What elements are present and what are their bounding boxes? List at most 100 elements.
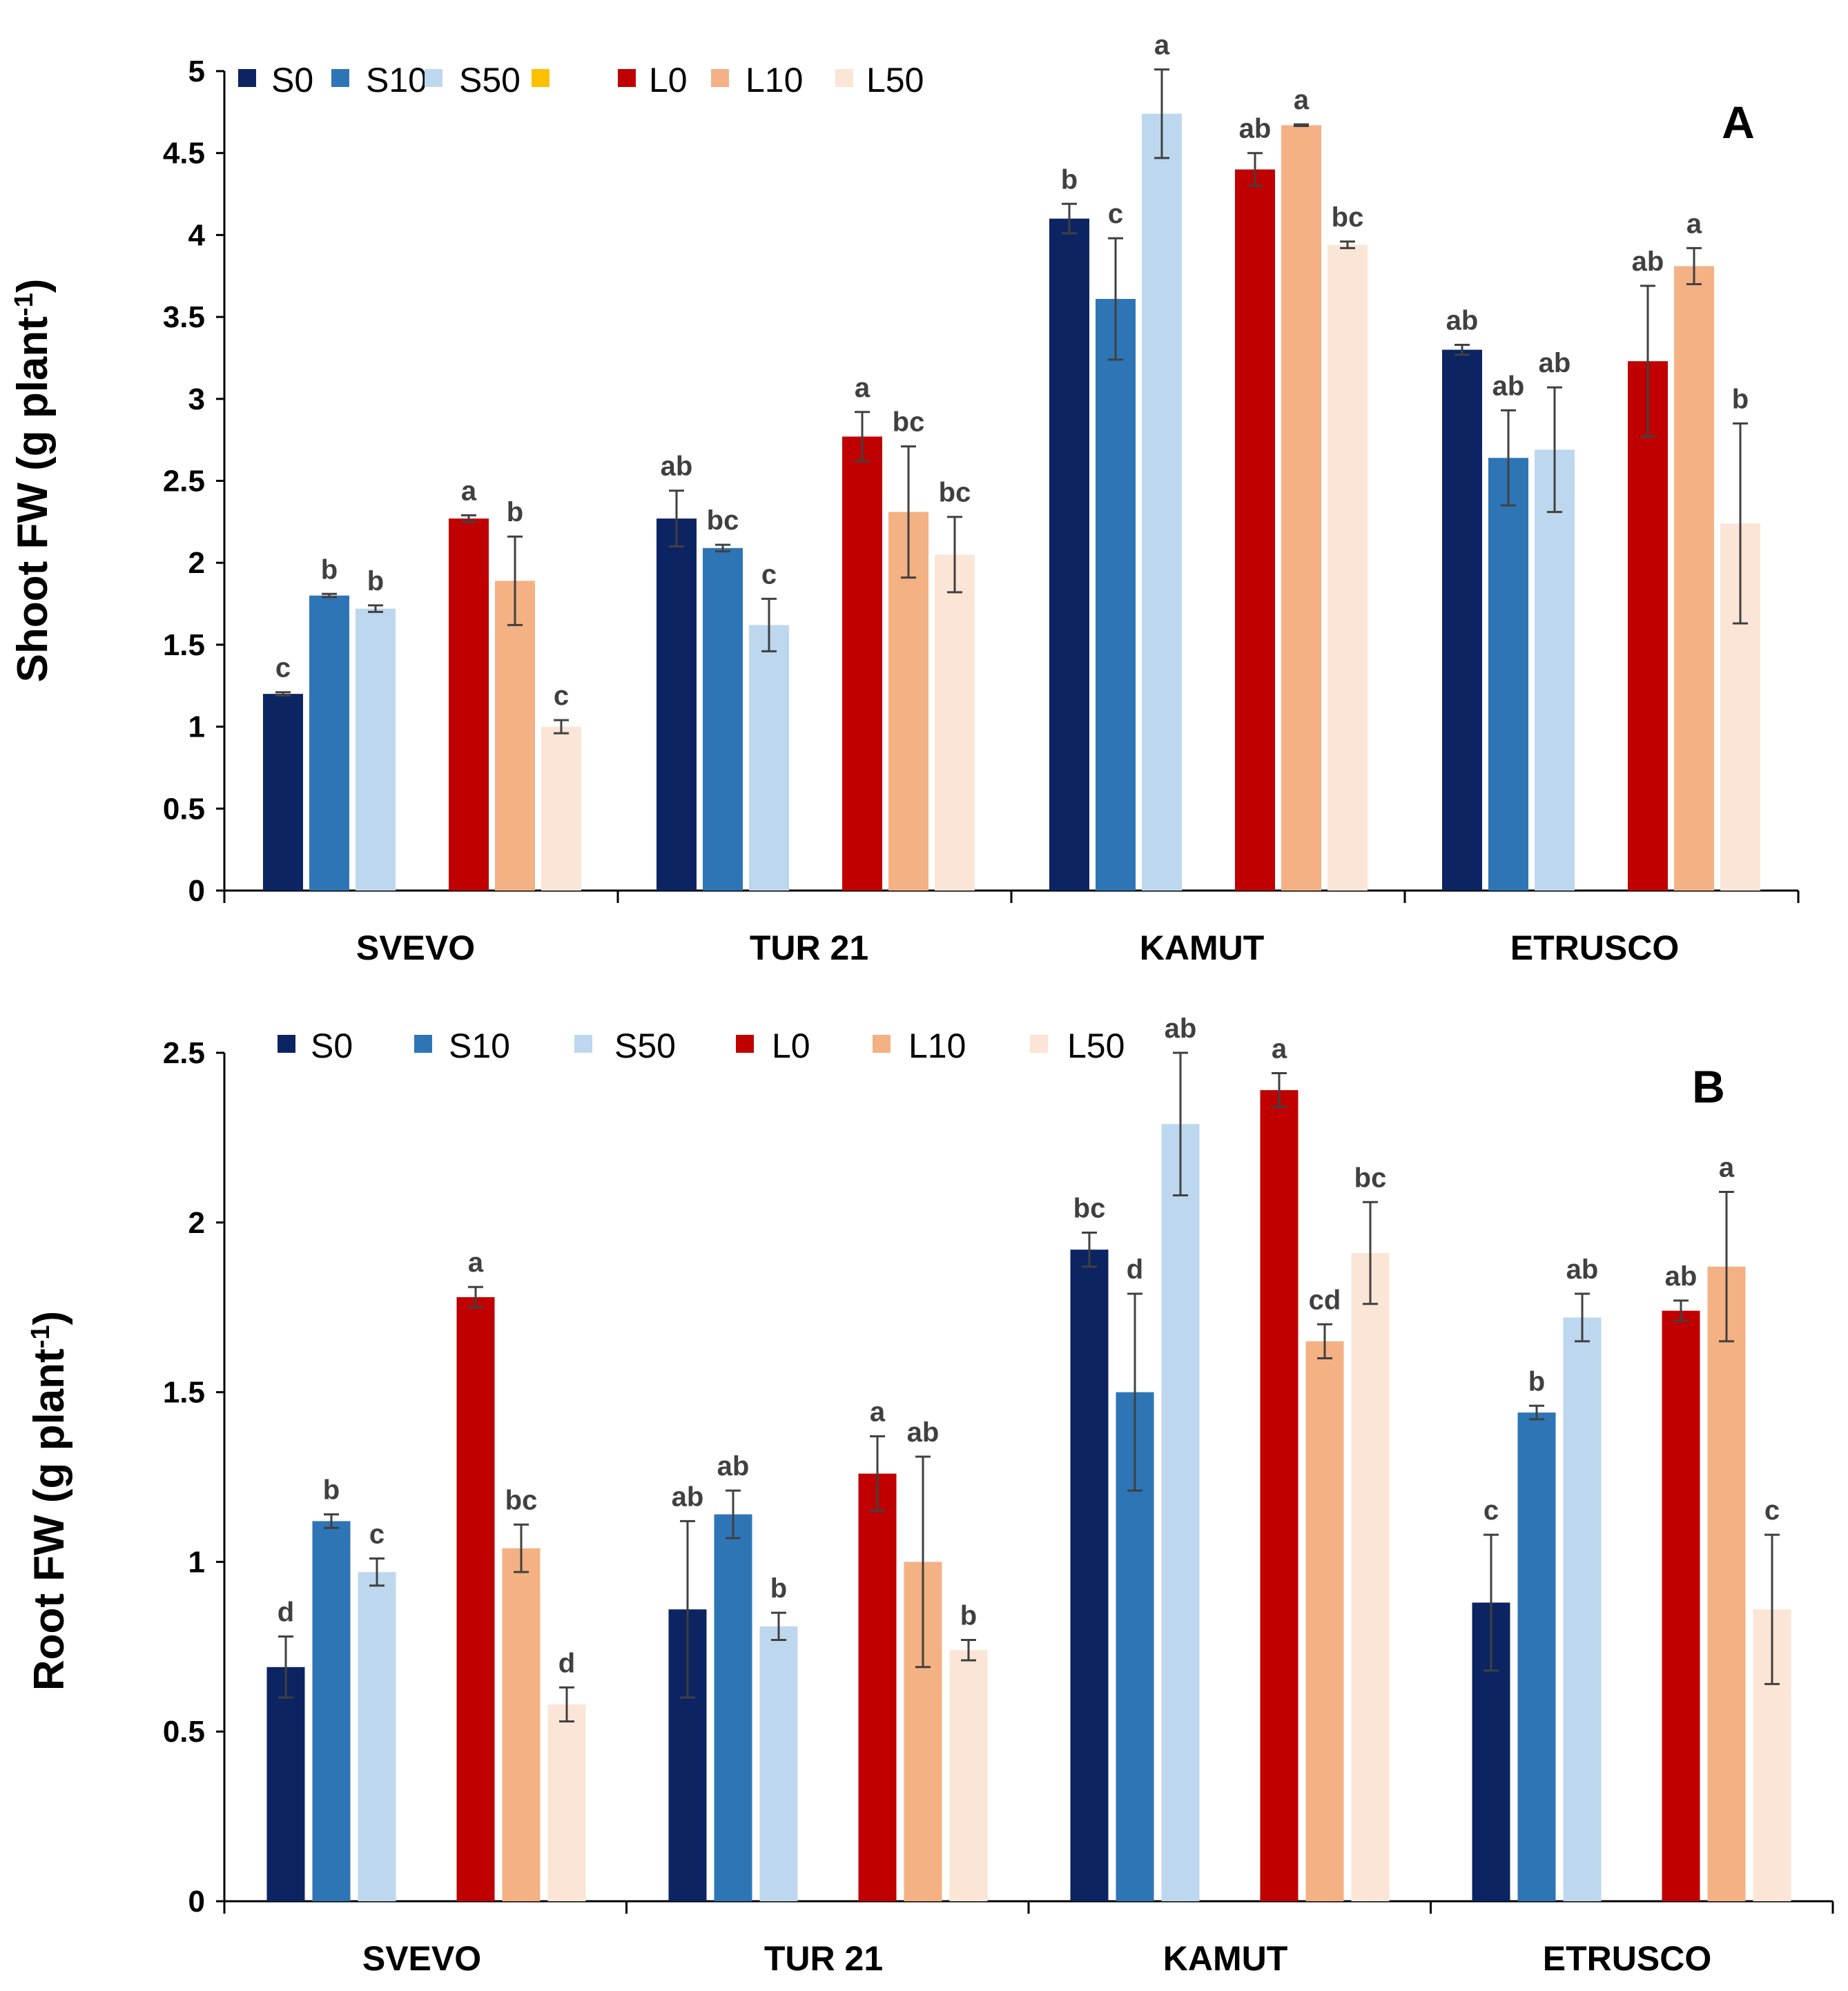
y-tick-label: 2.5 (163, 1036, 205, 1070)
legend-label: S50 (614, 1027, 676, 1065)
significance-letter: ab (717, 1451, 750, 1482)
y-tick-label: 5 (188, 55, 205, 88)
significance-letter: a (1272, 1033, 1287, 1064)
bar-l10 (502, 1548, 541, 1901)
significance-letter: ab (1632, 246, 1664, 277)
bar-l50 (547, 1704, 586, 1901)
category-label: KAMUT (1163, 1939, 1288, 1978)
significance-letter: bc (1332, 202, 1364, 233)
y-tick-label: 1.5 (163, 1376, 205, 1410)
bar-l0 (1628, 361, 1668, 891)
legend-swatch (873, 1035, 891, 1053)
legend-label: S10 (366, 61, 427, 99)
y-tick-label: 0.5 (163, 1715, 205, 1749)
y-axis-title: Root FW (g plant-1) (26, 1311, 73, 1691)
bar-l50 (541, 726, 581, 891)
bar-l10 (1707, 1266, 1746, 1901)
bar-s50 (1535, 449, 1575, 891)
legend-swatch (835, 69, 853, 87)
y-axis-title-main: Shoot FW (g plant (9, 316, 57, 682)
legend-swatch (618, 69, 636, 87)
category-label: ETRUSCO (1543, 1939, 1711, 1978)
significance-letter: ab (1446, 305, 1479, 336)
significance-letter: b (1732, 384, 1749, 414)
significance-letter: ab (1492, 371, 1525, 401)
bar-s50 (1142, 113, 1182, 891)
significance-letter: ab (672, 1482, 704, 1512)
bar-s50 (759, 1626, 798, 1901)
significance-letter: c (1108, 199, 1123, 229)
y-tick-label: 2 (188, 1206, 205, 1240)
bar-s0 (263, 694, 303, 891)
significance-letter: a (855, 373, 870, 403)
bar-l0 (456, 1296, 495, 1901)
legend-swatch (425, 69, 442, 87)
bar-s0 (1442, 349, 1482, 891)
category-label: KAMUT (1140, 929, 1265, 967)
y-tick-label: 0 (188, 1885, 205, 1919)
legend-swatch (414, 1035, 432, 1053)
significance-letter: bc (1073, 1194, 1106, 1224)
bar-s10 (312, 1521, 351, 1901)
category-label: SVEVO (356, 929, 475, 967)
y-tick-label: 0 (188, 874, 205, 908)
significance-letter: ab (907, 1417, 940, 1448)
bar-s10 (714, 1514, 752, 1901)
category-label: TUR 21 (764, 1939, 883, 1978)
bar-l0 (842, 436, 882, 891)
legend-label: S50 (459, 61, 521, 99)
bar-l0 (1260, 1090, 1299, 1901)
significance-letter: ab (1566, 1254, 1599, 1285)
legend-label: L50 (866, 61, 924, 99)
bar-s10 (1517, 1412, 1556, 1901)
significance-letter: ab (1665, 1261, 1698, 1292)
y-axis-title: Shoot FW (g plant-1) (9, 279, 57, 683)
category-label: TUR 21 (750, 929, 868, 967)
bar-s10 (309, 595, 349, 891)
bar-l0 (1235, 169, 1275, 891)
bar-s50 (358, 1572, 396, 1901)
category-label: ETRUSCO (1510, 929, 1679, 967)
panel-label: A (1722, 97, 1755, 148)
significance-letter: a (1686, 208, 1702, 239)
significance-letter: cd (1309, 1285, 1341, 1315)
significance-letter: bc (505, 1485, 538, 1515)
y-axis-title-main: Root FW (g plant (26, 1348, 73, 1691)
legend-swatch (238, 69, 256, 87)
significance-letter: b (770, 1573, 787, 1604)
legend-label: L0 (772, 1027, 810, 1065)
bar-s50 (1563, 1317, 1602, 1901)
significance-letter: a (461, 476, 477, 506)
significance-letter: b (507, 497, 523, 527)
y-tick-label: 4 (188, 218, 206, 252)
legend-label: L10 (908, 1027, 966, 1065)
bar-l10 (495, 581, 535, 891)
bar-s10 (703, 547, 743, 891)
significance-letter: a (468, 1247, 484, 1278)
significance-letter: ab (1165, 1013, 1197, 1044)
bar-s10 (1488, 458, 1528, 891)
significance-letter: a (870, 1397, 886, 1428)
bar-s0 (656, 518, 697, 891)
legend-swatch (278, 1035, 295, 1053)
legend-swatch (532, 69, 549, 87)
significance-letter: b (367, 566, 384, 596)
legend-swatch (711, 69, 729, 87)
legend-label: L0 (649, 61, 688, 99)
legend-label: L50 (1067, 1027, 1125, 1065)
bar-s10 (1096, 298, 1136, 891)
significance-letter: bc (893, 407, 925, 438)
panel-label: B (1692, 1061, 1725, 1112)
significance-letter: a (1154, 30, 1170, 61)
bar-s50 (749, 625, 789, 891)
significance-letter: d (1127, 1254, 1143, 1285)
significance-letter: c (275, 653, 291, 683)
y-tick-label: 3.5 (163, 300, 205, 334)
legend-swatch (1030, 1035, 1048, 1053)
significance-letter: ab (1539, 348, 1571, 378)
bar-s0 (1070, 1250, 1109, 1901)
y-tick-label: 3 (188, 382, 205, 416)
legend-swatch (736, 1035, 754, 1053)
y-tick-label: 1 (188, 710, 205, 744)
significance-letter: c (554, 681, 569, 711)
